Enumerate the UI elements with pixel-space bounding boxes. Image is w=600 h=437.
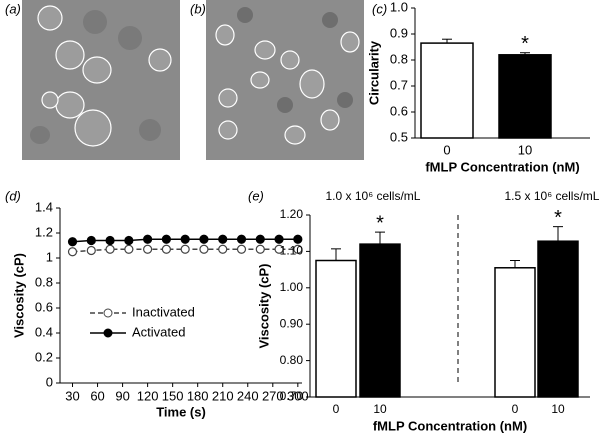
bar	[498, 54, 552, 139]
data-point	[105, 244, 115, 254]
data-point	[218, 244, 228, 254]
y-tick-label: 0.9	[390, 25, 408, 40]
x-tick-label: 180	[187, 388, 209, 403]
x-tick-label: 210	[212, 388, 234, 403]
y-tick-label: 1.10	[280, 244, 304, 258]
y-tick-label: 0.4	[35, 324, 53, 339]
legend-marker	[103, 328, 113, 338]
bar	[537, 240, 579, 398]
micrograph-a	[22, 0, 180, 160]
y-tick-label: 0.80	[280, 353, 304, 367]
data-point	[180, 234, 190, 244]
x-axis-label: fMLP Concentration (nM)	[425, 159, 579, 174]
x-tick-label: 240	[237, 388, 259, 403]
panel-label: (b)	[190, 1, 206, 16]
panel-label: (a)	[5, 1, 21, 16]
data-point	[86, 245, 96, 256]
panel-label: (d)	[5, 188, 21, 203]
significance-marker: *	[554, 207, 562, 229]
data-point	[143, 244, 153, 254]
y-tick-label: 0.2	[35, 349, 53, 364]
y-tick-label: 1.4	[35, 199, 53, 214]
bar	[359, 243, 401, 398]
significance-marker: *	[521, 33, 529, 55]
y-tick-label: 0	[46, 374, 53, 389]
x-axis-label: fMLP Concentration (nM)	[373, 418, 527, 433]
y-tick-label: 0.5	[390, 129, 408, 144]
data-point	[124, 244, 134, 254]
data-point	[236, 244, 247, 254]
x-tick-label: 10	[373, 402, 387, 416]
x-tick-label: 300	[287, 388, 309, 403]
significance-marker: *	[376, 212, 384, 234]
data-point	[67, 237, 78, 247]
bar	[315, 259, 357, 398]
data-point	[161, 234, 171, 244]
legend-marker	[103, 308, 113, 318]
data-point	[199, 234, 209, 244]
micrograph-b	[206, 0, 364, 160]
y-tick-label: 0.70	[280, 389, 304, 403]
y-tick-label: 1.0	[390, 0, 408, 14]
y-tick-label: 1	[46, 249, 53, 264]
x-tick-label: 0	[512, 402, 519, 416]
x-tick-label: 60	[90, 388, 104, 403]
panel-label: (e)	[248, 188, 264, 203]
data-point	[86, 235, 96, 246]
y-axis-label: Circularity	[366, 40, 381, 105]
data-point	[255, 244, 265, 254]
y-axis-label: Viscosity (cP)	[11, 253, 26, 338]
x-tick-label: 0	[333, 402, 340, 416]
y-tick-label: 0.8	[35, 274, 53, 289]
y-tick-label: 0.6	[35, 299, 53, 314]
y-tick-label: 0.7	[390, 77, 408, 92]
data-point	[180, 244, 190, 254]
bar	[494, 267, 536, 398]
data-point	[143, 234, 153, 244]
panel-label: (c)	[372, 1, 387, 16]
data-point	[236, 234, 247, 244]
data-point	[105, 235, 115, 246]
y-tick-label: 1.20	[280, 207, 304, 221]
data-point	[218, 234, 228, 244]
x-tick-label: 150	[162, 388, 184, 403]
data-point	[161, 244, 171, 254]
x-axis-label: Time (s)	[156, 404, 206, 419]
data-point	[124, 235, 134, 246]
y-tick-label: 0.8	[390, 51, 408, 66]
y-tick-label: 1.2	[35, 224, 53, 239]
legend-label: Activated	[132, 324, 185, 339]
data-point	[274, 234, 284, 244]
y-tick-label: 1.00	[280, 280, 304, 294]
y-tick-label: 0.6	[390, 103, 408, 118]
x-tick-label: 120	[137, 388, 159, 403]
x-tick-label: 90	[115, 388, 129, 403]
x-tick-label: 270	[262, 388, 284, 403]
x-tick-label: 30	[65, 388, 79, 403]
x-tick-label: 10	[518, 142, 532, 157]
group-label: 1.0 x 10⁶ cells/mL	[326, 189, 421, 203]
data-point	[255, 234, 265, 244]
data-point	[293, 234, 303, 244]
data-point	[293, 244, 303, 254]
data-point	[274, 244, 284, 254]
x-tick-label: 0	[443, 142, 450, 157]
y-tick-label: 0.90	[280, 316, 304, 330]
data-point	[199, 244, 209, 254]
y-axis-label: Viscosity (cP)	[256, 263, 271, 348]
x-tick-label: 10	[551, 402, 565, 416]
group-label: 1.5 x 10⁶ cells/mL	[505, 189, 600, 203]
data-point	[67, 247, 78, 257]
legend-label: Inactivated	[132, 304, 195, 319]
bar	[420, 42, 474, 139]
